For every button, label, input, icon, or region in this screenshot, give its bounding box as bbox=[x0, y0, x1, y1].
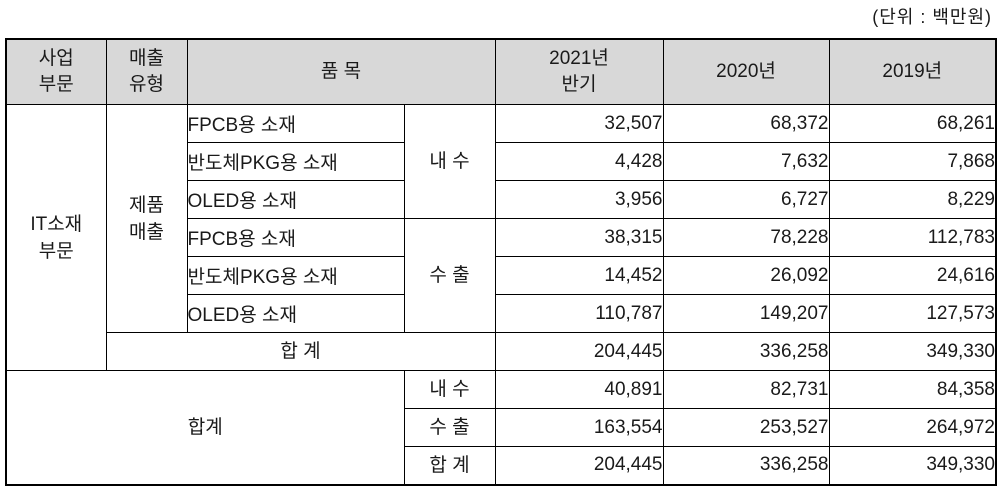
table-row: 반도체PKG용 소재 14,452 26,092 24,616 bbox=[6, 256, 997, 295]
value-2020-cell: 26,092 bbox=[662, 256, 830, 295]
value-2020-cell: 78,228 bbox=[662, 218, 830, 257]
item-name-cell: OLED용 소재 bbox=[186, 180, 405, 219]
value-2021-cell: 32,507 bbox=[494, 104, 664, 143]
value-2019-cell: 127,573 bbox=[828, 294, 997, 333]
value-2019-cell: 8,229 bbox=[828, 180, 997, 219]
value-2019-cell: 349,330 bbox=[828, 446, 997, 485]
value-2021-cell: 204,445 bbox=[494, 332, 664, 371]
value-2019-cell: 264,972 bbox=[828, 408, 997, 447]
value-2021-cell: 3,956 bbox=[494, 180, 664, 219]
value-2020-cell: 253,527 bbox=[662, 408, 830, 447]
value-2021-cell: 38,315 bbox=[494, 218, 664, 257]
col-header-item: 품 목 bbox=[186, 38, 496, 105]
value-2020-cell: 68,372 bbox=[662, 104, 830, 143]
value-2021-cell: 110,787 bbox=[494, 294, 664, 333]
channel-cell: 합 계 bbox=[403, 446, 496, 485]
col-header-division: 사업 부문 bbox=[5, 38, 107, 105]
col-header-sales-type: 매출 유형 bbox=[105, 38, 188, 105]
value-2021-cell: 163,554 bbox=[494, 408, 664, 447]
item-name-cell: FPCB용 소재 bbox=[186, 104, 405, 143]
section-total-row: 합 계 204,445 336,258 349,330 bbox=[6, 332, 997, 371]
grand-total-row: 합계 내 수 40,891 82,731 84,358 bbox=[5, 370, 997, 485]
grand-total-row: 합 계 204,445 336,258 349,330 bbox=[6, 446, 997, 485]
value-2019-cell: 7,868 bbox=[828, 142, 997, 181]
item-name-cell: FPCB용 소재 bbox=[186, 218, 405, 257]
col-header-2019: 2019년 bbox=[828, 38, 997, 105]
division-cell: IT소재 부문 bbox=[5, 104, 107, 371]
table-row: OLED용 소재 3,956 6,727 8,229 bbox=[6, 180, 997, 219]
grand-total-label: 합계 bbox=[5, 370, 405, 485]
value-2021-cell: 40,891 bbox=[494, 370, 664, 409]
value-2021-cell: 4,428 bbox=[494, 142, 664, 181]
channel-cell: 내 수 bbox=[403, 370, 496, 409]
value-2020-cell: 6,727 bbox=[662, 180, 830, 219]
value-2021-cell: 14,452 bbox=[494, 256, 664, 295]
value-2019-cell: 24,616 bbox=[828, 256, 997, 295]
value-2020-cell: 7,632 bbox=[662, 142, 830, 181]
value-2019-cell: 84,358 bbox=[828, 370, 997, 409]
table-row: OLED용 소재 110,787 149,207 127,573 bbox=[6, 294, 997, 333]
value-2020-cell: 336,258 bbox=[662, 332, 830, 371]
channel-export-cell: 수 출 bbox=[403, 218, 496, 333]
col-header-2021: 2021년 반기 bbox=[494, 38, 664, 105]
item-name-cell: 반도체PKG용 소재 bbox=[186, 142, 405, 181]
table-row: 반도체PKG용 소재 4,428 7,632 7,868 bbox=[6, 142, 997, 181]
item-name-cell: OLED용 소재 bbox=[186, 294, 405, 333]
value-2021-cell: 204,445 bbox=[494, 446, 664, 485]
col-header-2020: 2020년 bbox=[662, 38, 830, 105]
table-row: IT소재 부문 제품 매출 FPCB용 소재 내 수 32,507 68,372… bbox=[5, 104, 997, 371]
header-row: 사업 부문 매출 유형 품 목 2021년 반기 2020년 2019년 bbox=[5, 38, 997, 105]
sales-breakdown-table: 사업 부문 매출 유형 품 목 2021년 반기 2020년 2019년 IT소… bbox=[5, 38, 997, 486]
channel-cell: 수 출 bbox=[403, 408, 496, 447]
unit-label: (단위 : 백만원) bbox=[872, 7, 992, 27]
channel-domestic-cell: 내 수 bbox=[403, 104, 496, 219]
section-total-label: 합 계 bbox=[105, 332, 496, 371]
value-2019-cell: 68,261 bbox=[828, 104, 997, 143]
value-2019-cell: 349,330 bbox=[828, 332, 997, 371]
value-2020-cell: 149,207 bbox=[662, 294, 830, 333]
sales-type-cell: 제품 매출 bbox=[105, 104, 188, 333]
value-2019-cell: 112,783 bbox=[828, 218, 997, 257]
value-2020-cell: 82,731 bbox=[662, 370, 830, 409]
item-name-cell: 반도체PKG용 소재 bbox=[186, 256, 405, 295]
value-2020-cell: 336,258 bbox=[662, 446, 830, 485]
